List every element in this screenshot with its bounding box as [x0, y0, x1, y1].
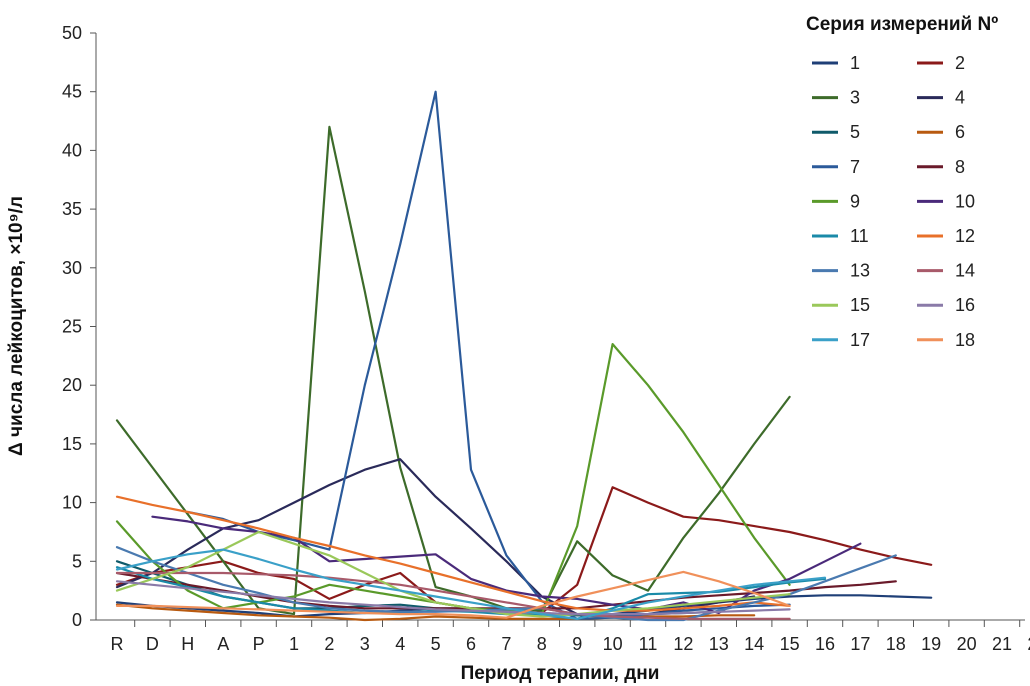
legend-label: 16: [955, 295, 975, 315]
legend-label: 6: [955, 122, 965, 142]
legend-item-7: 7: [812, 157, 860, 177]
legend-item-15: 15: [812, 295, 870, 315]
legend-label: 10: [955, 191, 975, 211]
y-tick-label: 50: [62, 23, 82, 43]
x-tick-label: 13: [709, 634, 729, 654]
legend-label: 11: [850, 226, 869, 246]
legend-item-8: 8: [917, 157, 965, 177]
legend-item-11: 11: [812, 226, 869, 246]
y-tick-label: 0: [72, 610, 82, 630]
legend-label: 1: [850, 53, 860, 73]
legend-item-17: 17: [812, 330, 870, 350]
series-line-3: [115, 125, 791, 616]
x-tick-label: 9: [572, 634, 582, 654]
series-line-14: [115, 571, 791, 620]
x-tick-label: 12: [673, 634, 693, 654]
x-tick-label: 8: [537, 634, 547, 654]
y-tick-label: 40: [62, 140, 82, 160]
x-tick-label: 10: [603, 634, 623, 654]
legend-item-12: 12: [917, 226, 975, 246]
x-tick-label: D: [146, 634, 159, 654]
legend-item-5: 5: [812, 122, 860, 142]
legend-label: 7: [850, 157, 860, 177]
x-tick-label: 17: [850, 634, 870, 654]
legend-label: 18: [955, 330, 975, 350]
x-tick-label: P: [253, 634, 265, 654]
legend-label: 12: [955, 226, 975, 246]
legend-item-3: 3: [812, 88, 860, 108]
y-tick-label: 45: [62, 82, 82, 102]
legend-label: 15: [850, 295, 870, 315]
legend-label: 2: [955, 53, 965, 73]
y-tick-label: 25: [62, 317, 82, 337]
y-tick-label: 5: [72, 551, 82, 571]
x-tick-label: 21: [992, 634, 1012, 654]
x-tick-label: H: [181, 634, 194, 654]
legend-label: 8: [955, 157, 965, 177]
legend-item-10: 10: [917, 191, 975, 211]
legend-item-18: 18: [917, 330, 975, 350]
x-tick-label: 3: [360, 634, 370, 654]
x-tick-label: 11: [639, 634, 658, 654]
legend-item-14: 14: [917, 261, 975, 281]
x-tick-label: 1: [289, 634, 299, 654]
legend-label: 9: [850, 191, 860, 211]
x-tick-label: R: [111, 634, 124, 654]
legend-item-16: 16: [917, 295, 975, 315]
x-tick-label: A: [217, 634, 229, 654]
y-axis: 0 5 10 15 20 25 30 35 40 45 50: [62, 23, 97, 630]
legend-item-13: 13: [812, 261, 870, 281]
legend-title: Серия измерений Nº: [806, 14, 998, 35]
legend-label: 17: [850, 330, 870, 350]
y-axis-title: Δ числа лейкоцитов, ×10⁹/л: [6, 196, 27, 456]
x-tick-label: 18: [886, 634, 906, 654]
legend-label: 13: [850, 261, 870, 281]
series-line-7: [186, 90, 791, 620]
y-tick-label: 15: [62, 434, 82, 454]
y-tick-label: 35: [62, 199, 82, 219]
legend-item-1: 1: [812, 53, 860, 73]
legend-label: 5: [850, 122, 860, 142]
series-line-15: [115, 530, 791, 618]
legend-label: 14: [955, 261, 975, 281]
legend-item-2: 2: [917, 53, 965, 73]
series-layer: [115, 90, 933, 622]
legend-item-4: 4: [917, 88, 965, 108]
legend-item-6: 6: [917, 122, 965, 142]
x-tick-label: 2: [324, 634, 334, 654]
x-tick-label: 20: [957, 634, 977, 654]
x-tick-label: 4: [395, 634, 405, 654]
legend-label: 4: [955, 88, 965, 108]
x-tick-label: 19: [921, 634, 941, 654]
x-tick-label: 7: [501, 634, 511, 654]
y-tick-label: 10: [62, 493, 82, 513]
x-tick-label: 15: [780, 634, 800, 654]
series-line-17: [115, 548, 827, 620]
x-axis-title: Период терапии, дни: [461, 663, 660, 684]
legend-label: 3: [850, 88, 860, 108]
x-tick-label: 22: [1027, 634, 1030, 654]
x-tick-label: 14: [744, 634, 764, 654]
x-axis: RDHAP12345678910111213141516171819202122: [96, 619, 1030, 654]
x-tick-label: 16: [815, 634, 835, 654]
y-tick-label: 30: [62, 258, 82, 278]
series-line-12: [115, 495, 791, 612]
series-line-6: [115, 603, 756, 622]
series-line-18: [115, 570, 791, 619]
y-tick-label: 20: [62, 375, 82, 395]
x-tick-label: 5: [431, 634, 441, 654]
series-line-16: [115, 580, 791, 616]
legend-item-9: 9: [812, 191, 860, 211]
x-tick-label: 6: [466, 634, 476, 654]
